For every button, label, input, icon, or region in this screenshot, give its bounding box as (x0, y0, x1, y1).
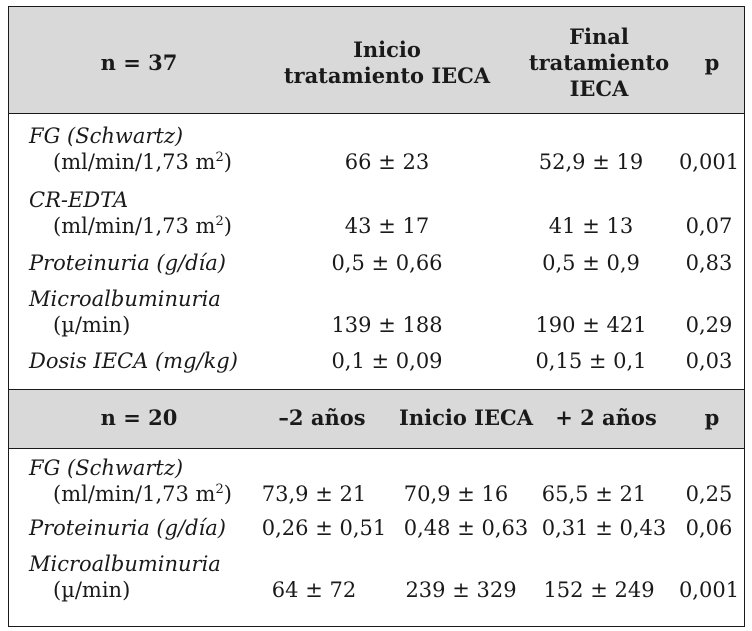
s1-row-label: CR-EDTA (29, 188, 129, 212)
s1-header-final-line3: IECA (569, 76, 629, 101)
s1-cell-p: 0,001 (678, 150, 740, 174)
s2-cell-p: 0,001 (678, 578, 740, 602)
s2-cell-plus2: 152 ± 249 (543, 578, 655, 602)
s2-header-n: n = 20 (100, 405, 178, 430)
s1-cell-final: 0,15 ± 0,1 (535, 349, 647, 373)
s2-cell-minus2: 0,26 ± 0,51 (261, 516, 387, 540)
s1-cell-p: 0,83 (685, 251, 733, 275)
s2-header-p: p (704, 405, 720, 430)
s2-header-inicio: Inicio IECA (399, 405, 533, 430)
s2-row-unit: (ml/min/1,73 m2) (53, 482, 232, 506)
s1-header-inicio-line1: Inicio (353, 37, 421, 62)
s1-cell-final: 41 ± 13 (548, 214, 634, 238)
s1-cell-final: 190 ± 421 (535, 313, 647, 337)
s2-cell-p: 0,06 (685, 516, 733, 540)
s2-cell-p: 0,25 (685, 482, 733, 506)
s1-cell-inicio: 66 ± 23 (344, 150, 430, 174)
divider (9, 389, 744, 390)
s1-cell-inicio: 43 ± 17 (344, 214, 430, 238)
s2-cell-minus2: 73,9 ± 21 (261, 482, 367, 506)
s1-header-final-line2: tratamiento (528, 50, 670, 75)
s1-cell-inicio: 0,1 ± 0,09 (331, 349, 443, 373)
s2-cell-plus2: 0,31 ± 0,43 (541, 516, 667, 540)
s1-cell-final: 52,9 ± 19 (538, 150, 644, 174)
s2-cell-inicio: 70,9 ± 16 (403, 482, 509, 506)
divider (9, 448, 744, 449)
s1-cell-p: 0,29 (685, 313, 733, 337)
s2-header-plus2: + 2 años (555, 405, 657, 430)
s1-cell-inicio: 139 ± 188 (331, 313, 443, 337)
s1-row-unit: (µ/min) (53, 313, 131, 337)
s1-row-label: Proteinuria (g/día) (29, 251, 226, 275)
s1-row-label: FG (Schwartz) (29, 124, 184, 148)
s1-header-p: p (704, 50, 720, 75)
s1-row-label: Dosis IECA (mg/kg) (29, 349, 238, 373)
s1-cell-p: 0,07 (685, 214, 733, 238)
s2-header-minus2: –2 años (278, 405, 366, 430)
s2-cell-inicio: 0,48 ± 0,63 (403, 516, 529, 540)
s1-header-inicio-line2: tratamiento IECA (283, 63, 491, 88)
divider (9, 113, 744, 114)
s1-row-unit: (ml/min/1,73 m2) (53, 214, 232, 238)
s2-row-unit: (µ/min) (53, 578, 131, 602)
section1-header-band (9, 7, 744, 113)
s2-row-label: Microalbuminuria (29, 552, 221, 576)
section2-header-band (9, 390, 744, 448)
s1-cell-final: 0,5 ± 0,9 (542, 251, 640, 275)
s2-cell-inicio: 239 ± 329 (405, 578, 517, 602)
s1-row-unit: (ml/min/1,73 m2) (53, 150, 232, 174)
s1-cell-p: 0,03 (685, 349, 733, 373)
s1-row-label: Microalbuminuria (29, 287, 221, 311)
data-table: n = 37 Inicio tratamiento IECA Final tra… (8, 6, 745, 627)
s1-header-final-line1: Final (569, 24, 629, 49)
s2-row-label: Proteinuria (g/día) (29, 516, 226, 540)
s1-cell-inicio: 0,5 ± 0,66 (331, 251, 443, 275)
s1-header-n: n = 37 (100, 50, 178, 75)
s2-cell-minus2: 64 ± 72 (271, 578, 357, 602)
s2-row-label: FG (Schwartz) (29, 456, 184, 480)
s2-cell-plus2: 65,5 ± 21 (541, 482, 647, 506)
